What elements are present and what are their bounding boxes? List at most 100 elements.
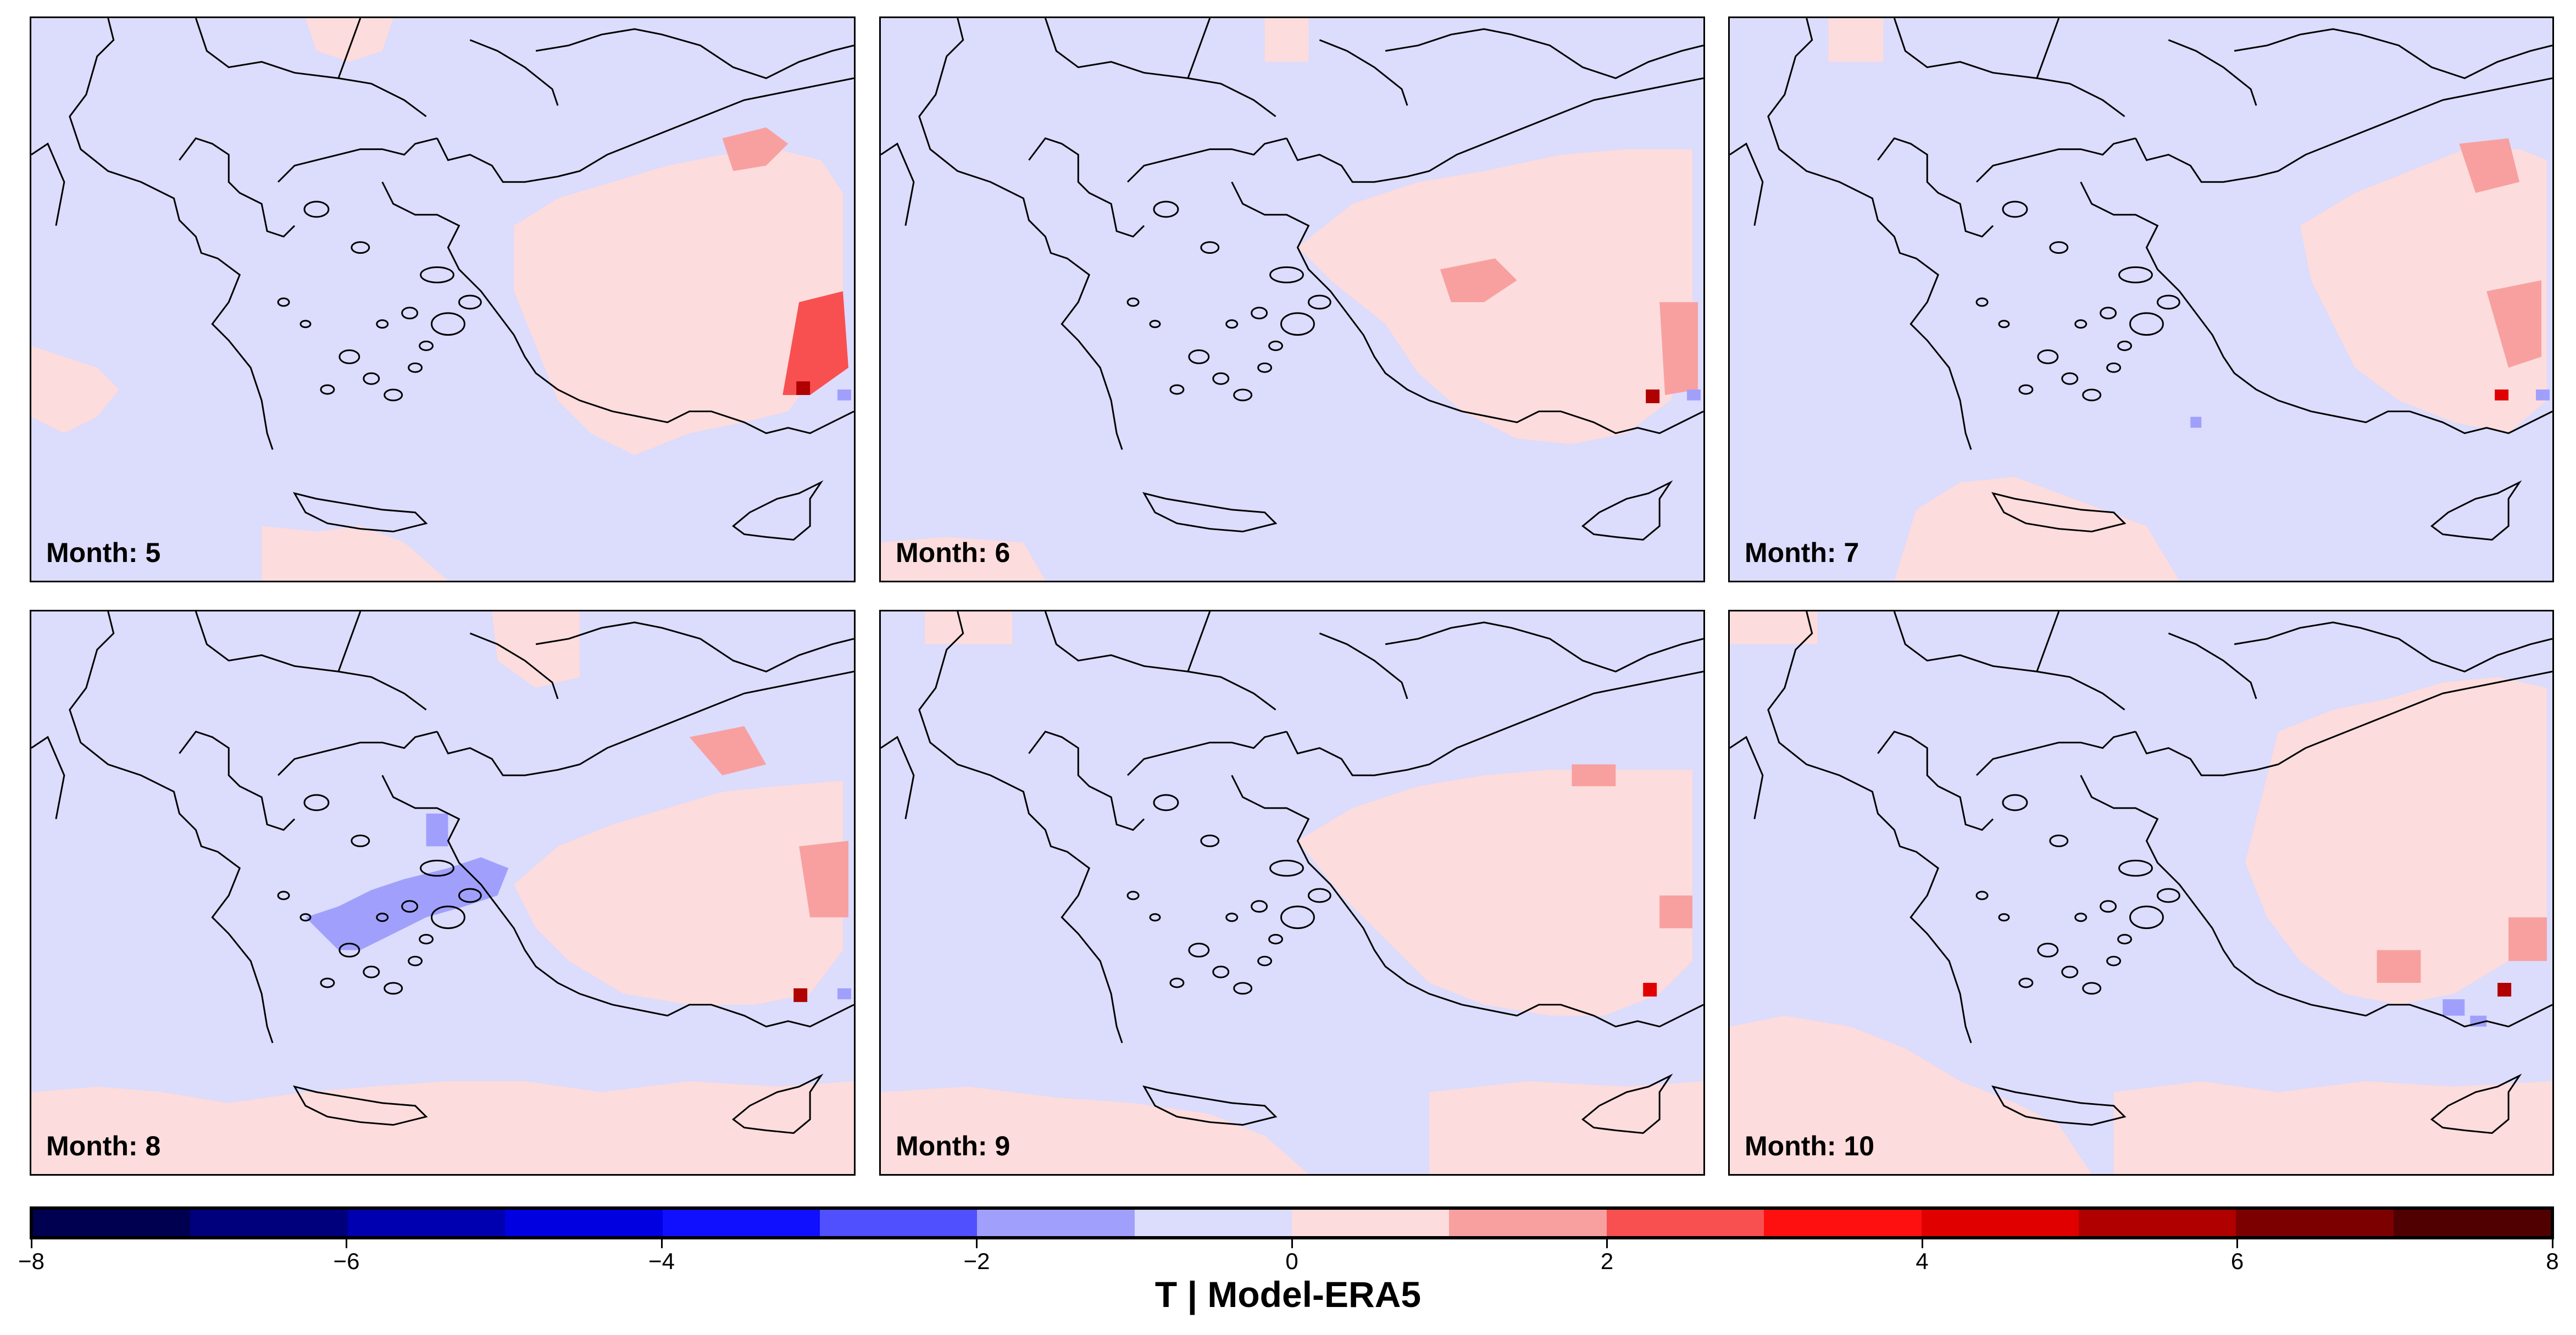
coastline bbox=[1127, 731, 1287, 776]
coastline bbox=[195, 611, 427, 711]
island-outline bbox=[1307, 294, 1331, 310]
coastline bbox=[69, 611, 274, 1043]
coastline bbox=[1581, 1073, 1673, 1134]
island-outline bbox=[1188, 349, 1210, 364]
island-outline bbox=[458, 294, 482, 310]
coastline bbox=[277, 731, 437, 776]
island-outline bbox=[1169, 384, 1185, 395]
island-outline bbox=[1126, 297, 1140, 307]
anomaly-region bbox=[1429, 1081, 1703, 1174]
anomaly-region bbox=[924, 611, 1013, 644]
coastline bbox=[1044, 611, 1276, 711]
panel-label: Month: 8 bbox=[46, 1131, 161, 1161]
island-outline bbox=[351, 241, 370, 254]
panel-label: Month: 7 bbox=[1745, 537, 1859, 568]
coastline bbox=[1462, 410, 1703, 435]
colorbar-tick-label: 6 bbox=[2230, 1248, 2244, 1274]
colorbar-tick-label: 8 bbox=[2546, 1248, 2559, 1274]
island-outline bbox=[431, 312, 465, 336]
coastline bbox=[2036, 18, 2060, 79]
coastline bbox=[381, 775, 613, 1006]
island-outline bbox=[2082, 388, 2102, 402]
coastline bbox=[381, 181, 613, 413]
colorbar-segment bbox=[347, 1210, 506, 1236]
anomaly-region bbox=[689, 726, 767, 776]
island-outline bbox=[2100, 900, 2117, 913]
coastline bbox=[1127, 137, 1287, 183]
coastline bbox=[1187, 611, 1211, 672]
coastline bbox=[1976, 731, 2136, 776]
island-outline bbox=[2118, 859, 2153, 877]
colorbar-segment bbox=[977, 1210, 1135, 1236]
panel-label: Month: 6 bbox=[896, 537, 1011, 568]
island-outline bbox=[376, 319, 389, 329]
anomaly-region bbox=[2486, 280, 2542, 368]
coastline bbox=[292, 492, 428, 533]
island-outline bbox=[2002, 201, 2028, 218]
anomaly-region bbox=[881, 1086, 1309, 1174]
anomaly-region bbox=[1659, 302, 1698, 395]
anomaly-region bbox=[1264, 18, 1309, 62]
coastline bbox=[1319, 39, 1408, 106]
island-outline bbox=[419, 341, 434, 351]
colorbar-segment bbox=[1764, 1210, 1922, 1236]
coastline bbox=[1385, 621, 1703, 672]
coastline bbox=[535, 28, 854, 79]
island-outline bbox=[1280, 905, 1315, 930]
island-outline bbox=[408, 955, 423, 966]
island-outline bbox=[384, 388, 403, 402]
colorbar-tick-label: −8 bbox=[18, 1248, 45, 1274]
anomaly-region bbox=[2113, 1081, 2552, 1174]
coastline bbox=[2311, 1004, 2552, 1028]
coastline bbox=[1044, 18, 1276, 118]
island-outline bbox=[458, 888, 482, 903]
coastline bbox=[1142, 1085, 1278, 1126]
coastline bbox=[2168, 39, 2257, 106]
colorbar-tick-label: 2 bbox=[1600, 1248, 1614, 1274]
island-outline bbox=[338, 349, 360, 364]
map-panel-month-8: Month: 8 bbox=[30, 610, 856, 1176]
anomaly-region bbox=[782, 291, 849, 395]
coastline bbox=[436, 77, 854, 183]
island-outline bbox=[351, 835, 370, 847]
anomaly-region bbox=[2190, 416, 2202, 428]
island-outline bbox=[1998, 320, 2010, 329]
island-outline bbox=[408, 362, 423, 373]
anomaly-region bbox=[262, 526, 448, 581]
coastline bbox=[2234, 28, 2552, 79]
island-outline bbox=[1149, 913, 1161, 922]
coastline bbox=[881, 736, 915, 820]
island-outline bbox=[1257, 362, 1273, 373]
island-outline bbox=[1188, 942, 1210, 958]
coastline bbox=[1581, 480, 1673, 541]
coastline bbox=[31, 736, 65, 820]
panel-label: Month: 10 bbox=[1745, 1131, 1875, 1161]
colorbar-tick bbox=[976, 1239, 978, 1248]
island-outline bbox=[1153, 794, 1179, 811]
island-outline bbox=[2049, 241, 2069, 254]
anomaly-region bbox=[793, 988, 808, 1002]
colorbar-tick bbox=[30, 1239, 32, 1248]
island-outline bbox=[320, 977, 335, 988]
island-outline bbox=[2106, 955, 2122, 966]
island-outline bbox=[299, 913, 312, 922]
island-outline bbox=[2106, 362, 2122, 373]
colorbar-tick bbox=[1291, 1239, 1293, 1248]
anomaly-region bbox=[2495, 390, 2509, 400]
anomaly-region bbox=[1297, 149, 1693, 444]
coastline bbox=[436, 670, 854, 776]
island-outline bbox=[2061, 965, 2079, 978]
anomaly-region bbox=[837, 390, 852, 400]
colorbar-segment bbox=[190, 1210, 348, 1236]
colorbar-segment bbox=[1449, 1210, 1607, 1236]
colorbar-tick bbox=[2551, 1239, 2553, 1248]
coastline bbox=[1991, 1085, 2127, 1126]
island-outline bbox=[2037, 942, 2059, 958]
anomaly-region bbox=[881, 537, 1046, 581]
island-outline bbox=[1212, 372, 1230, 385]
coastline bbox=[2168, 632, 2257, 699]
coastline bbox=[277, 137, 437, 183]
anomaly-region bbox=[1894, 477, 2180, 581]
anomaly-region bbox=[1572, 764, 1616, 787]
island-outline bbox=[1200, 835, 1220, 847]
